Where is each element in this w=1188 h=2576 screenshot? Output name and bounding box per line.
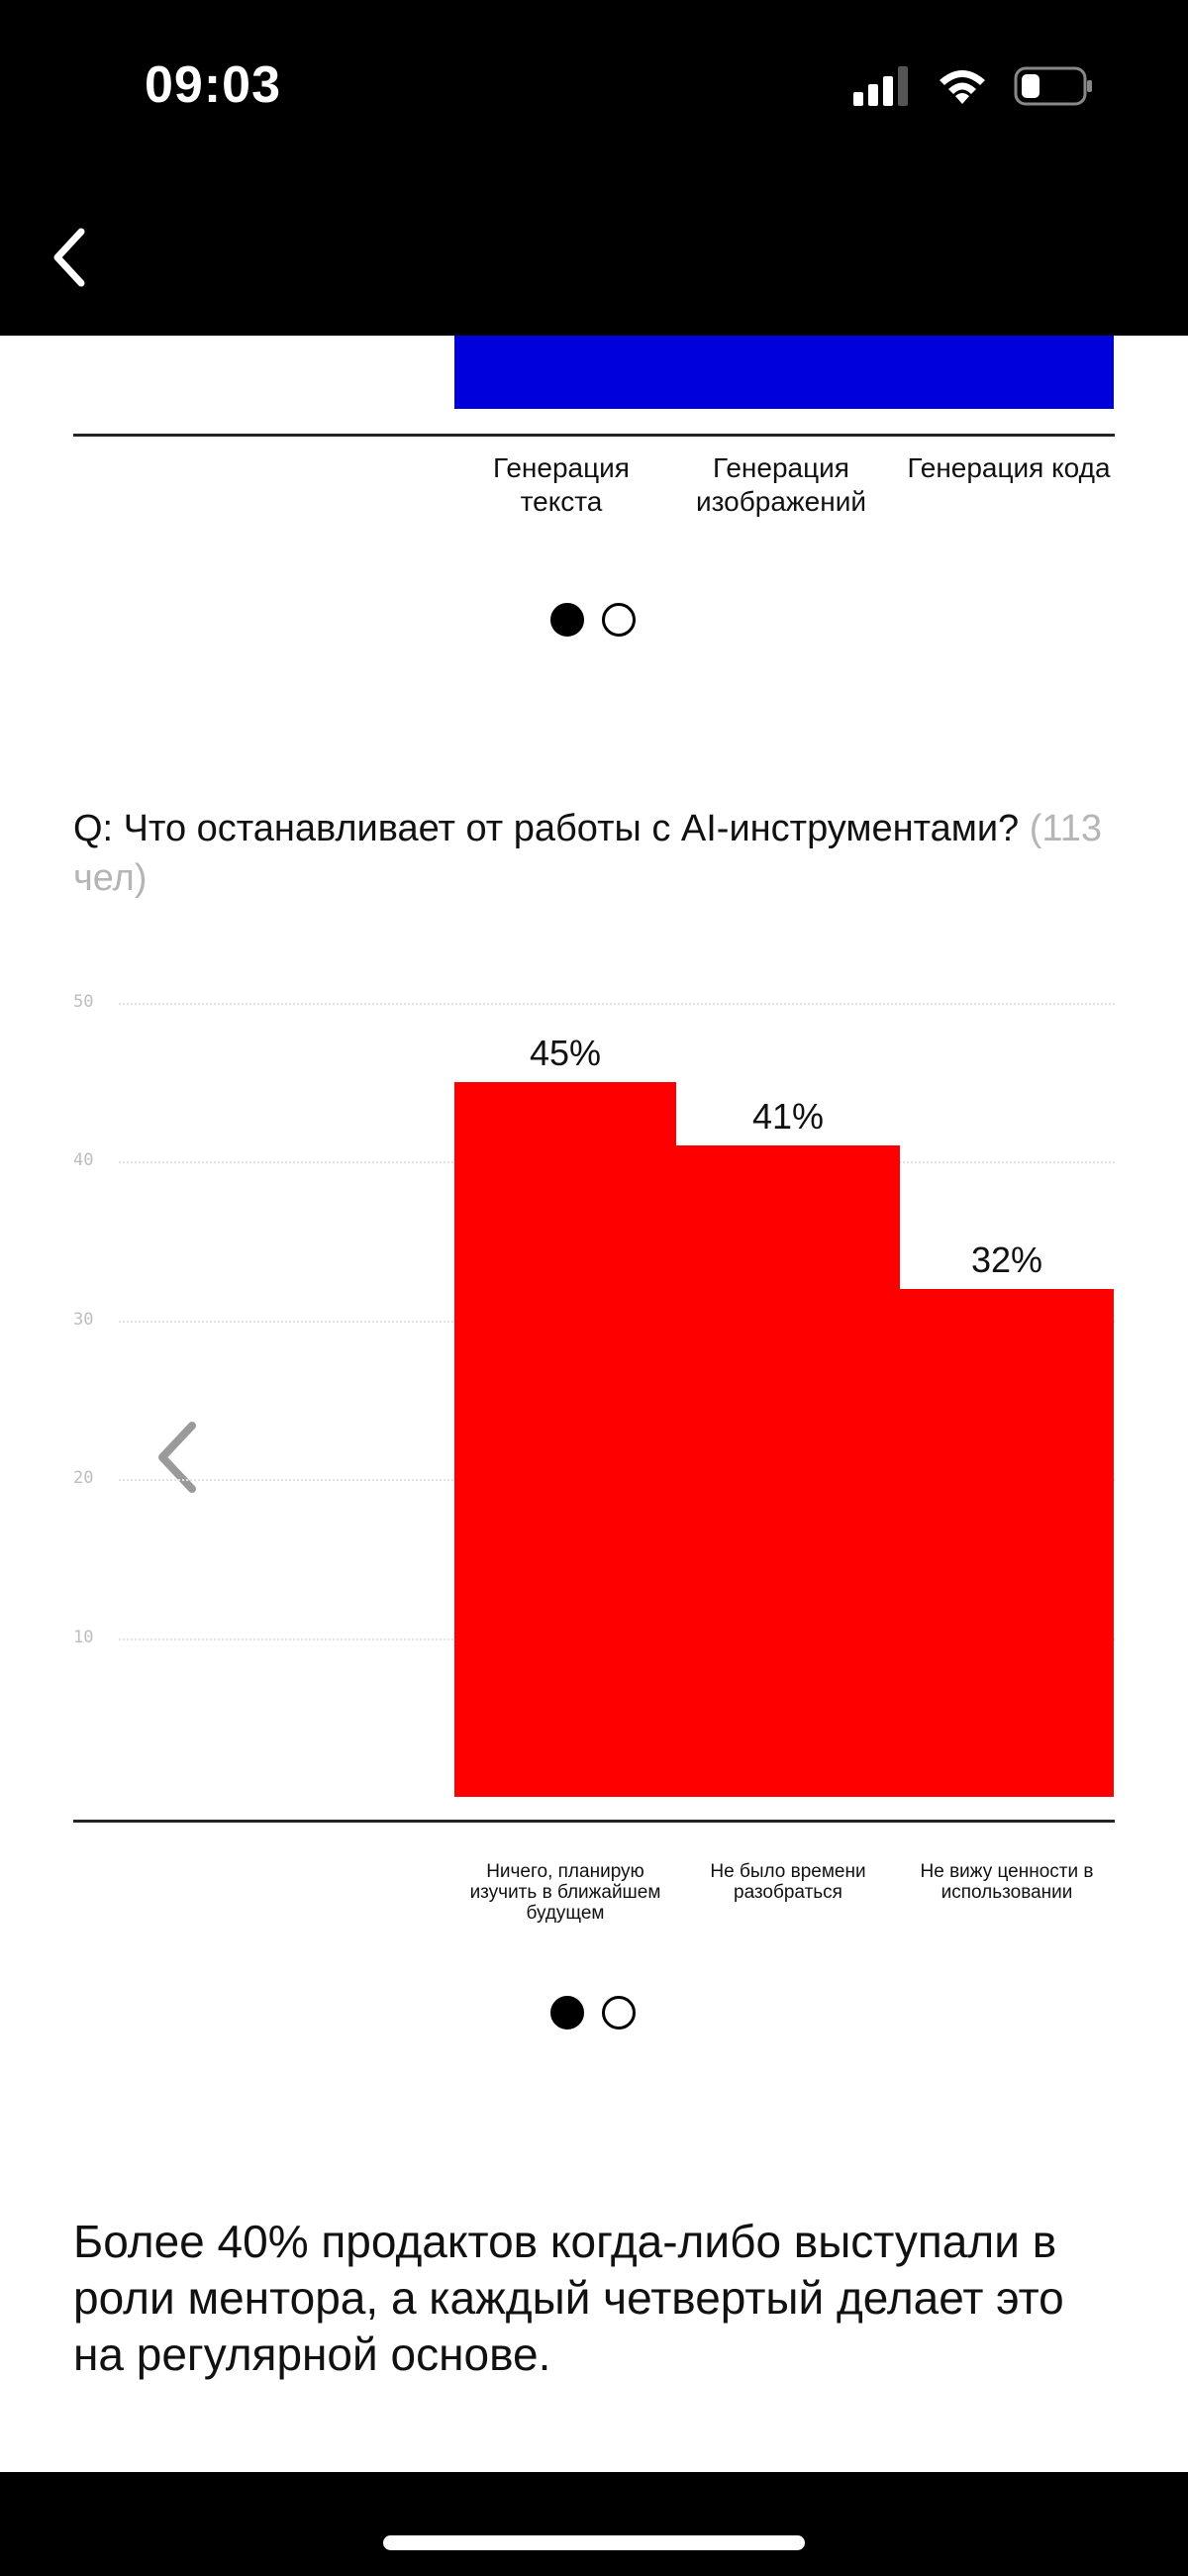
- chart-bar: [454, 1082, 676, 1797]
- question-text: Q: Что останавливает от работы с AI-инст…: [73, 808, 1020, 849]
- y-tick-label: 40: [73, 1150, 94, 1171]
- insight-statement: Более 40% продактов когда-либо выступали…: [73, 2216, 1064, 2380]
- question-heading: Q: Что останавливает от работы с AI-инст…: [73, 804, 1123, 903]
- chart1-category-label: Генерация изображений: [696, 452, 866, 517]
- chart1-axis-line: [73, 434, 1115, 437]
- chart2-axis-line: [73, 1820, 1115, 1823]
- pagination-dot[interactable]: [550, 603, 584, 637]
- y-tick-label: 50: [73, 992, 94, 1012]
- carousel-pagination-1: [550, 603, 636, 637]
- bar-value-label: 41%: [751, 1096, 825, 1138]
- pagination-dot[interactable]: [602, 1996, 636, 2030]
- top-bar: 09:03: [0, 0, 1188, 336]
- bar-value-label: 32%: [970, 1238, 1043, 1280]
- respondent-count: (113 чел): [73, 808, 1103, 899]
- gridline: [119, 1003, 1115, 1005]
- pagination-dot[interactable]: [550, 1996, 584, 2030]
- category-label: Не вижу ценности в использовании: [920, 1861, 1094, 1903]
- chart1-category-label: Генерация текста: [493, 452, 630, 517]
- battery-icon: [1014, 65, 1093, 112]
- carousel-prev-button[interactable]: [143, 1418, 212, 1497]
- back-button[interactable]: [40, 220, 99, 295]
- home-indicator[interactable]: [383, 2535, 805, 2550]
- status-time: 09:03: [145, 56, 281, 114]
- category-label: Не было времени разобраться: [710, 1861, 866, 1903]
- cellular-signal-icon: [853, 65, 911, 111]
- chevron-left-icon: [158, 1422, 196, 1493]
- chart1-bar: [454, 336, 1114, 409]
- pagination-dot[interactable]: [602, 603, 636, 637]
- carousel-pagination-2: [550, 1996, 636, 2030]
- bottom-bar: [0, 2472, 1188, 2576]
- chevron-left-icon: [53, 228, 85, 287]
- bar-value-label: 45%: [529, 1033, 602, 1074]
- chart-bar: [900, 1288, 1114, 1797]
- category-label: Ничего, планирую изучить в ближайшем буд…: [469, 1861, 661, 1924]
- chart1-category-label: Генерация кода: [907, 452, 1111, 483]
- y-tick-label: 10: [73, 1627, 94, 1647]
- wifi-icon: [937, 66, 988, 111]
- chart-bar: [676, 1145, 900, 1797]
- y-tick-label: 20: [73, 1468, 94, 1489]
- status-icons: [853, 65, 1093, 111]
- y-tick-label: 30: [73, 1309, 94, 1330]
